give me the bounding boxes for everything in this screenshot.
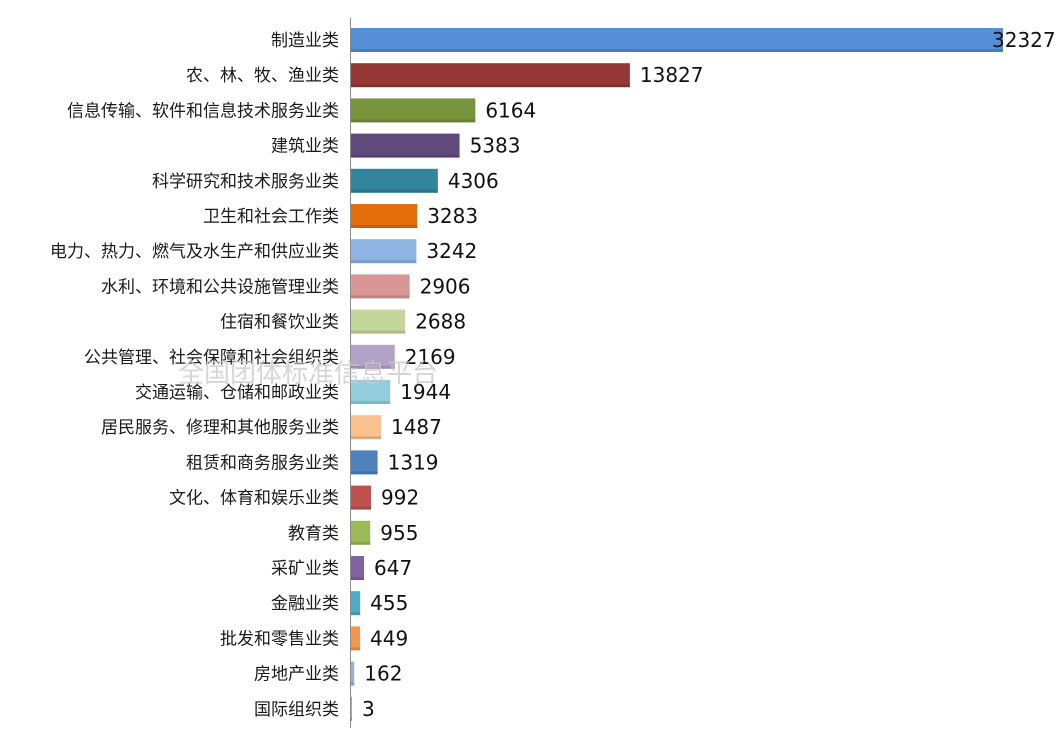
category-label: 文化、体育和娱乐业类 xyxy=(169,489,339,509)
bar-shade xyxy=(351,647,361,651)
watermark: 全国团体标准信息平台 xyxy=(178,359,438,389)
bar-shade xyxy=(351,436,381,440)
category-label: 房地产业类 xyxy=(254,665,339,685)
bar xyxy=(351,204,418,228)
bars-layer xyxy=(351,28,1003,721)
category-label: 公共管理、社会保障和社会组织类 xyxy=(84,348,339,368)
category-label: 建筑业类 xyxy=(271,137,339,157)
value-labels: 32327 13827 6164 5383 4306 3283 3242 2906 2688 21… xyxy=(362,28,1056,721)
bar xyxy=(351,591,361,616)
bar xyxy=(351,626,361,651)
bar-shade xyxy=(351,365,395,369)
category-label: 住宿和餐饮业类 xyxy=(220,313,339,333)
category-label: 制造业类 xyxy=(271,31,339,51)
bar-shade xyxy=(351,506,372,510)
value-label: 1319 xyxy=(388,450,439,474)
bar xyxy=(351,98,476,123)
value-label: 1944 xyxy=(400,380,451,404)
category-label: 居民服务、修理和其他服务业类 xyxy=(101,418,339,438)
category-label: 科学研究和技术服务业类 xyxy=(152,172,339,192)
bar xyxy=(351,28,1003,52)
category-label: 金融业类 xyxy=(271,594,339,614)
value-label: 4306 xyxy=(448,169,499,193)
bar xyxy=(351,344,395,369)
bar-shade xyxy=(351,682,355,686)
category-label: 电力、热力、燃气及水生产和供应业类 xyxy=(50,242,339,262)
bar xyxy=(351,450,378,475)
bar xyxy=(351,63,630,88)
category-label: 交通运输、仓储和邮政业类 xyxy=(135,383,339,403)
bar xyxy=(351,696,352,721)
bar xyxy=(351,556,365,580)
value-label: 455 xyxy=(370,591,408,615)
bar xyxy=(351,309,406,334)
value-label: 13827 xyxy=(640,63,704,87)
bar-shade xyxy=(351,401,391,404)
bar xyxy=(351,520,371,545)
bar xyxy=(351,274,410,299)
category-label: 租赁和商务服务业类 xyxy=(186,453,339,473)
category-label: 卫生和社会工作类 xyxy=(203,207,339,227)
bar-shade xyxy=(351,154,460,158)
value-label: 162 xyxy=(364,662,402,686)
value-label: 1487 xyxy=(391,415,442,439)
bar-shade xyxy=(351,189,438,193)
category-label: 信息传输、软件和信息技术服务业类 xyxy=(67,101,339,121)
bar-shade xyxy=(351,260,417,264)
bar xyxy=(351,415,381,440)
category-labels: 制造业类农、林、牧、渔业类信息传输、软件和信息技术服务业类建筑业类科学研究和技术… xyxy=(50,31,339,720)
bar-shade xyxy=(351,225,418,228)
bar-shade xyxy=(351,471,378,475)
value-label: 2906 xyxy=(420,274,471,298)
bar-shade xyxy=(351,49,1003,52)
bar xyxy=(351,380,391,404)
bar-shade xyxy=(351,295,410,299)
category-label: 采矿业类 xyxy=(271,559,339,579)
bar xyxy=(351,661,355,686)
category-label: 农、林、牧、渔业类 xyxy=(186,66,339,86)
value-label: 2688 xyxy=(415,310,466,334)
bar-shade xyxy=(351,612,361,616)
bar xyxy=(351,239,417,264)
value-label: 6164 xyxy=(485,98,536,122)
category-label: 水利、环境和公共设施管理业类 xyxy=(101,277,339,297)
bar-shade xyxy=(351,541,371,545)
bar-shade xyxy=(351,577,365,580)
value-label: 2169 xyxy=(405,345,456,369)
bar xyxy=(351,485,372,510)
value-label: 449 xyxy=(370,626,408,650)
category-label: 国际组织类 xyxy=(254,700,339,720)
value-label: 5383 xyxy=(470,134,521,158)
bar-shade xyxy=(351,119,476,123)
bar xyxy=(351,133,460,158)
bar xyxy=(351,168,438,193)
bar-shade xyxy=(351,717,352,721)
value-label: 992 xyxy=(381,486,419,510)
category-label: 教育类 xyxy=(288,524,339,544)
value-label: 955 xyxy=(380,521,418,545)
value-label: 32327 xyxy=(992,28,1056,52)
value-label: 3283 xyxy=(427,204,478,228)
value-label: 3242 xyxy=(426,239,477,263)
category-label: 批发和零售业类 xyxy=(220,629,339,649)
bar-shade xyxy=(351,330,406,334)
value-label: 647 xyxy=(374,556,412,580)
bar-shade xyxy=(351,84,630,88)
value-label: 3 xyxy=(362,697,375,721)
